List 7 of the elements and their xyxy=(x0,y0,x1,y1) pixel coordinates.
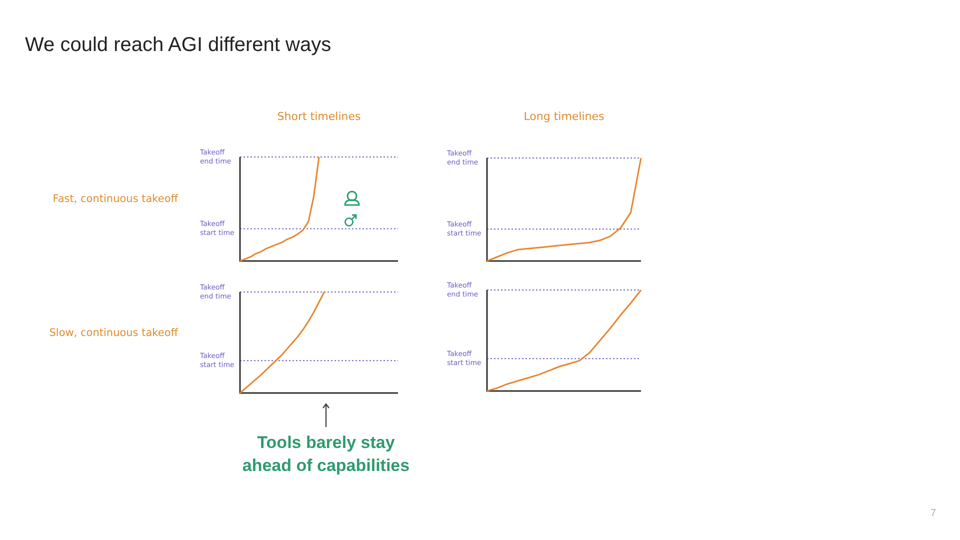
y-axis-title: Fast, continuous takeoff xyxy=(52,193,178,206)
text: We could reach AGI different ways xyxy=(25,34,332,57)
chart-title: Short timelines xyxy=(276,110,362,123)
text: Tools barely stay ahead of capabilities xyxy=(241,432,411,477)
y-axis-title: Slow, continuous takeoff xyxy=(48,327,178,340)
chart-title: Long timelines xyxy=(522,110,606,123)
text: 7 xyxy=(930,508,936,519)
